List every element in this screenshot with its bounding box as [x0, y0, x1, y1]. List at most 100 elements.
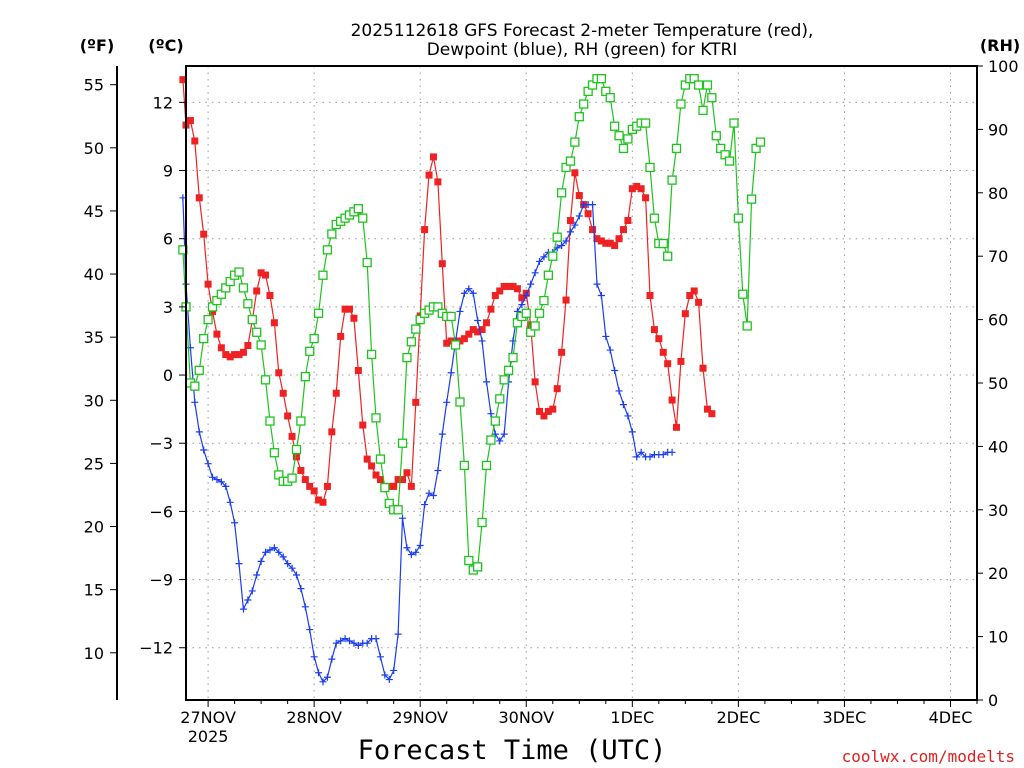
rh-point	[503, 365, 514, 375]
temperature-point	[284, 412, 292, 420]
rh-point	[199, 333, 209, 344]
rh-point	[738, 289, 748, 299]
dewpoint-point	[292, 571, 300, 579]
temperature-point	[597, 237, 605, 245]
celsius-unit-label: (ºC)	[148, 36, 183, 55]
rh-point	[291, 444, 302, 455]
dewpoint-point	[527, 280, 535, 288]
dewpoint-point	[191, 398, 199, 406]
temperature-point	[575, 192, 583, 200]
rh-point	[711, 131, 721, 141]
temperature-point	[341, 305, 349, 313]
temperature-point	[677, 357, 685, 365]
dewpoint-point	[390, 666, 398, 674]
temperature-point	[628, 185, 636, 193]
celsius-tick-label: 6	[163, 230, 173, 249]
rh-tick-label: 100	[988, 57, 1019, 76]
rh-point	[318, 270, 328, 280]
temperature-point	[226, 353, 234, 361]
temperature-point	[496, 287, 504, 295]
dewpoint-point	[558, 242, 566, 250]
dewpoint-point	[200, 446, 208, 454]
temperature-point	[266, 292, 274, 300]
x-axis-title: Forecast Time (UTC)	[358, 735, 667, 766]
celsius-tick-label: −9	[149, 571, 173, 590]
dewpoint-point	[394, 630, 402, 638]
rh-point	[605, 93, 615, 103]
dewpoint-point	[518, 301, 526, 309]
dewpoint-point	[474, 317, 482, 325]
temperature-point	[368, 462, 376, 470]
rh-point	[596, 74, 607, 84]
temperature-point	[655, 335, 663, 343]
x-tick-label: 29NOV	[392, 708, 448, 727]
dewpoint-point	[231, 519, 239, 527]
temperature-point	[346, 305, 354, 313]
temperature-point	[350, 314, 358, 322]
rh-tick-label: 70	[988, 247, 1008, 266]
dewpoint-point	[253, 571, 261, 579]
temperature-point	[443, 339, 451, 347]
temperature-point	[549, 405, 557, 413]
rh-tick-label: 80	[988, 184, 1008, 203]
temperature-point	[297, 466, 305, 474]
temperature-point	[399, 476, 407, 484]
temperature-point	[566, 217, 574, 225]
dewpoint-point	[310, 653, 318, 661]
dewpoint-point	[315, 669, 323, 677]
dewpoint-point	[637, 448, 645, 456]
rh-point	[238, 283, 249, 293]
temperature-point	[509, 282, 517, 290]
dewpoint-point	[372, 635, 380, 643]
fahrenheit-tick-label: 15	[84, 581, 104, 600]
dewpoint-point	[602, 332, 610, 340]
dewpoint-point	[288, 564, 296, 572]
chart-title-line2: Dewpoint (blue), RH (green) for KTRI	[427, 40, 738, 60]
temperature-point	[668, 396, 676, 404]
rh-point	[729, 118, 739, 128]
temperature-point	[593, 235, 601, 243]
dewpoint-point	[566, 228, 574, 236]
temperature-point	[664, 360, 672, 368]
dewpoint-point	[209, 473, 217, 481]
x-tick-label: 3DEC	[823, 708, 867, 727]
dewpoint-point	[275, 548, 283, 556]
temperature-point	[412, 398, 420, 406]
rh-tick-label: 10	[988, 628, 1008, 647]
temperature-point	[562, 296, 570, 304]
rh-point	[742, 321, 752, 331]
temperature-point	[394, 476, 402, 484]
temperature-point	[699, 364, 707, 372]
x-tick-label: 2DEC	[716, 708, 760, 727]
rh-tick-label: 40	[988, 437, 1008, 456]
rh-point	[618, 143, 629, 154]
temperature-point	[390, 482, 398, 490]
dewpoint-point	[659, 451, 667, 459]
x-tick-label: 27NOV	[180, 708, 236, 727]
dewpoint-point	[412, 548, 420, 556]
temperature-point	[204, 280, 212, 288]
dewpoint-point	[213, 476, 221, 484]
dewpoint-point	[226, 498, 234, 506]
rh-point	[733, 213, 744, 223]
rh-point	[402, 352, 412, 363]
rh-point	[548, 251, 558, 261]
dewpoint-point	[469, 289, 477, 297]
rh-point	[486, 435, 496, 445]
dewpoint-point	[319, 678, 327, 686]
temperature-point	[315, 496, 323, 504]
temperature-point	[531, 378, 539, 386]
rh-tick-label: 50	[988, 374, 1008, 393]
celsius-tick-label: 3	[163, 298, 173, 317]
rh-point	[534, 308, 545, 318]
dewpoint-point	[222, 482, 230, 490]
rh-point	[362, 257, 372, 268]
x-tick-label: 28NOV	[286, 708, 342, 727]
celsius-tick-label: −12	[139, 639, 173, 658]
temperature-point	[690, 287, 698, 295]
dewpoint-point	[306, 626, 314, 634]
temperature-point	[270, 319, 278, 327]
rh-point	[450, 340, 461, 350]
temperature-point	[262, 271, 270, 279]
rh-point	[234, 267, 244, 277]
